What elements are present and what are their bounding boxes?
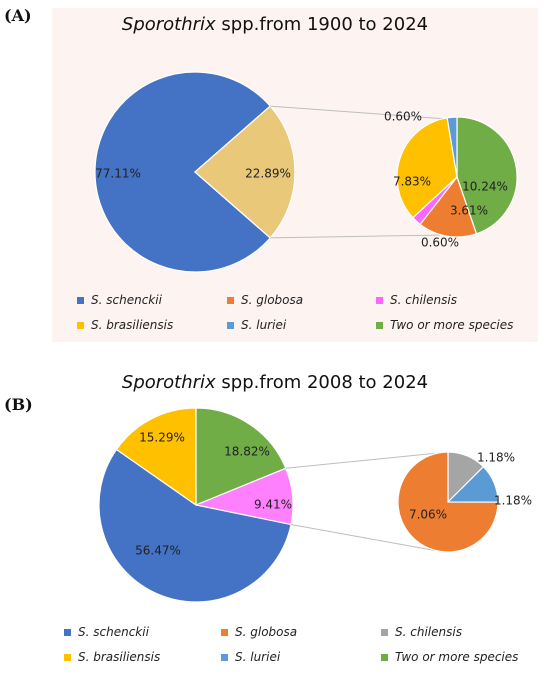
legend-b-label-5: Two or more species [395,650,519,664]
legend-a-label-1: S. globosa [241,293,304,307]
legend-b-item-3: S. brasiliensis [64,650,160,664]
legend-b-swatch-4 [221,653,228,661]
pie-a-label-schenckii: 77.11% [95,167,141,181]
pie-a-sub-label-two-or-more: 10.24% [462,180,508,194]
legend-a-item-2: S. chilensis [376,293,457,307]
legend-b-swatch-1 [221,628,228,636]
legend-a-swatch-3 [77,321,84,329]
pie-a-sub-label-chilensis: 0.60% [421,236,459,250]
pie-b-slice-schenckii [98,448,292,603]
legend-b-item-4: S. luriei [221,650,280,664]
pie-b-sub-label-luriei: 1.18% [494,494,532,508]
legend-a-item-1: S. globosa [227,293,303,307]
legend-a-label-5: Two or more species [390,318,514,332]
legend-b-label-0: S. schenckii [78,625,149,639]
pie-a-connector-top [270,105,448,120]
legend-b-label-3: S. brasiliensis [78,650,161,664]
pie-a-sub-label-globosa: 3.61% [450,204,488,218]
legend-a-item-5: Two or more species [376,318,513,332]
panel-a-title-italic: Sporothrix [121,14,216,35]
pie-a-sub-slice-brasiliensis [396,117,458,219]
legend-b-swatch-2 [381,628,388,636]
legend-a-label-3: S. brasiliensis [91,318,174,332]
legend-b-item-1: S. globosa [221,625,297,639]
pie-b-connector-top [285,451,449,469]
pie-b-label-brasiliensis: 15.29% [139,431,185,445]
panel-b-title-rest: spp.from 2008 to 2024 [215,372,429,393]
legend-a-swatch-5 [376,321,383,329]
legend-b-swatch-5 [381,653,388,661]
pie-a-slice-other [194,105,296,239]
pie-b-label-other: 9.41% [254,498,292,512]
legend-a-label-0: S. schenckii [91,293,162,307]
legend-b-label-1: S. globosa [235,625,298,639]
panel-b-label: (B) [4,395,33,414]
pie-b-slice-brasiliensis [115,407,197,507]
pie-a-connector-bottom [270,234,446,239]
legend-a-label-4: S. luriei [241,318,287,332]
legend-b-label-2: S. chilensis [395,625,462,639]
legend-a-swatch-4 [227,321,234,329]
pie-b-label-two-or-more: 18.82% [224,445,270,459]
legend-a-label-2: S. chilensis [390,293,457,307]
panel-a-title: Sporothrix spp.from 1900 to 2024 [0,14,550,35]
legend-a-swatch-1 [227,296,234,304]
pie-a-sub-slice-two-or-more [456,116,518,235]
legend-a-item-3: S. brasiliensis [77,318,173,332]
legend-b-item-2: S. chilensis [381,625,462,639]
pie-a-sub-slice-globosa [419,175,478,238]
pie-b-label-schenckii: 56.47% [135,544,181,558]
legend-b-swatch-3 [64,653,71,661]
legend-a-swatch-2 [376,296,383,304]
pie-b-connector-bottom [290,524,444,553]
pie-a-label-other: 22.89% [245,167,291,181]
legend-b-item-0: S. schenckii [64,625,149,639]
legend-a-swatch-0 [77,296,84,304]
legend-b-item-5: Two or more species [381,650,518,664]
panel-a-title-rest: spp.from 1900 to 2024 [215,14,429,35]
pie-b-sub-label-globosa: 7.06% [409,508,447,522]
pie-a-slice-schenckii [94,71,272,273]
legend-b-label-4: S. luriei [235,650,281,664]
pie-a-sub-slice-luriei [446,116,458,178]
pie-a-sub-label-brasiliensis: 7.83% [393,175,431,189]
pie-b-sub-slice-globosa [397,451,499,553]
legend-a-item-0: S. schenckii [77,293,162,307]
panel-b-title: Sporothrix spp.from 2008 to 2024 [0,372,550,393]
pie-b-slice-two-or-more [195,407,287,506]
pie-b-sub-label-chilensis: 1.18% [477,451,515,465]
legend-a-item-4: S. luriei [227,318,286,332]
pie-a-sub-label-luriei: 0.60% [384,110,422,124]
legend-b-swatch-0 [64,628,71,636]
panel-a-label: (A) [4,6,32,25]
panel-b-title-italic: Sporothrix [121,372,216,393]
